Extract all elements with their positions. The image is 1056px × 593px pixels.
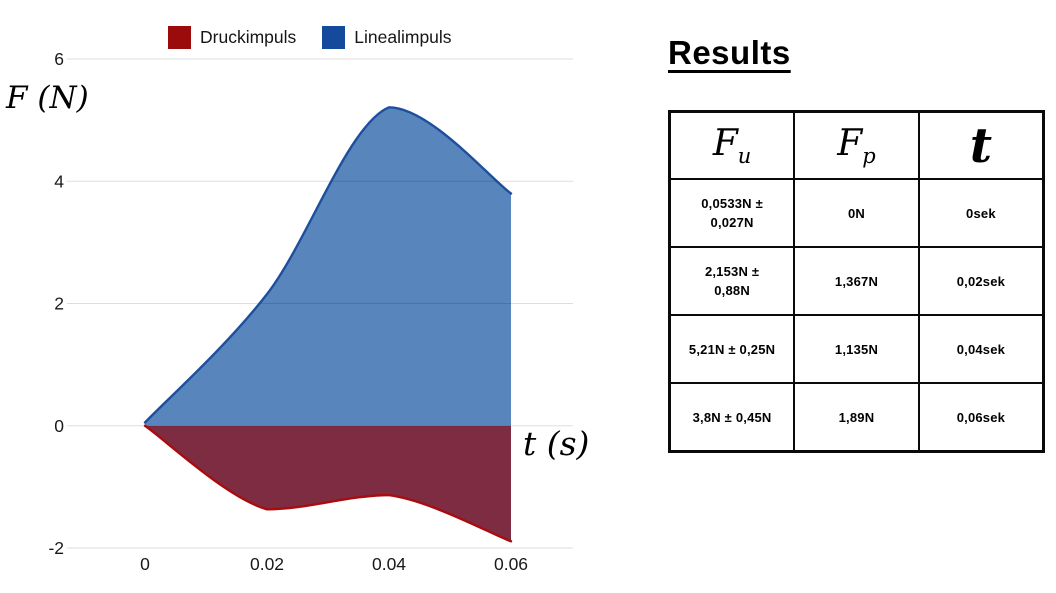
table-cell-fu: 3,8N ± 0,45N [668, 382, 796, 453]
table-cell-fu: 2,153N ± 0,88N [668, 246, 796, 316]
series-line-linealimpuls [143, 106, 513, 424]
y-tick-label-6: 6 [54, 49, 64, 69]
col-header-fp: Fp [793, 110, 920, 180]
table-row: 0,0533N ± 0,027N 0N 0sek [668, 178, 1045, 248]
table-row: 5,21N ± 0,25N 1,135N 0,04sek [668, 314, 1045, 384]
table-cell-fp: 1,89N [793, 382, 920, 453]
table-cell-fp: 0N [793, 178, 920, 248]
x-tick-label-0.02: 0.02 [250, 554, 284, 574]
table-row: 2,153N ± 0,88N 1,367N 0,02sek [668, 246, 1045, 316]
x-tick-label-0.06: 0.06 [494, 554, 528, 574]
legend-label-linealimpuls: Linealimpuls [354, 27, 452, 47]
table-cell-t: 0,02sek [917, 246, 1045, 316]
y-tick-label-4: 4 [54, 171, 64, 191]
table-cell-fp: 1,367N [793, 246, 920, 316]
results-table: Fu Fp t 0,0533N ± 0,027N 0N 0sek 2,153N … [668, 110, 1045, 453]
table-cell-t: 0sek [917, 178, 1045, 248]
druckimpuls-swatch-icon [168, 26, 191, 49]
results-panel: Results Fu Fp t 0,0533N ± 0,027N 0N 0sek… [668, 34, 1050, 453]
series-line-druckimpuls [143, 424, 513, 543]
table-header-row: Fu Fp t [668, 110, 1045, 180]
series-area-druckimpuls [145, 425, 511, 542]
table-cell-fp: 1,135N [793, 314, 920, 384]
chart-legend: Druckimpuls Linealimpuls [168, 26, 452, 49]
table-row: 3,8N ± 0,45N 1,89N 0,06sek [668, 382, 1045, 453]
x-tick-label-0: 0 [140, 554, 150, 574]
table-cell-fu: 0,0533N ± 0,027N [668, 178, 796, 248]
y-tick-label-0: 0 [54, 416, 64, 436]
chart-canvas: -2 0 2 4 6 0 0.02 0.04 0.06 [48, 49, 573, 574]
col-header-fu: Fu [668, 110, 796, 180]
table-cell-t: 0,04sek [917, 314, 1045, 384]
table-cell-t: 0,06sek [917, 382, 1045, 453]
impulse-area-chart: -2 0 2 4 6 0 0.02 0.04 0.06 Druckimpuls Linealim… [6, 26, 590, 574]
results-title: Results [668, 34, 791, 71]
legend-label-druckimpuls: Druckimpuls [200, 27, 297, 47]
linealimpuls-swatch-icon [322, 26, 346, 49]
x-tick-label-0.04: 0.04 [372, 554, 406, 574]
x-axis-title: t (s) [523, 424, 590, 463]
legend-item-linealimpuls[interactable]: Linealimpuls [322, 26, 452, 49]
col-header-t: t [917, 110, 1045, 180]
table-cell-fu: 5,21N ± 0,25N [668, 314, 796, 384]
y-tick-label-2: 2 [54, 294, 64, 314]
series-area-linealimpuls [145, 107, 511, 426]
y-axis-title: F (N) [6, 80, 89, 116]
legend-item-druckimpuls[interactable]: Druckimpuls [168, 26, 296, 49]
y-tick-label--2: -2 [48, 538, 64, 558]
